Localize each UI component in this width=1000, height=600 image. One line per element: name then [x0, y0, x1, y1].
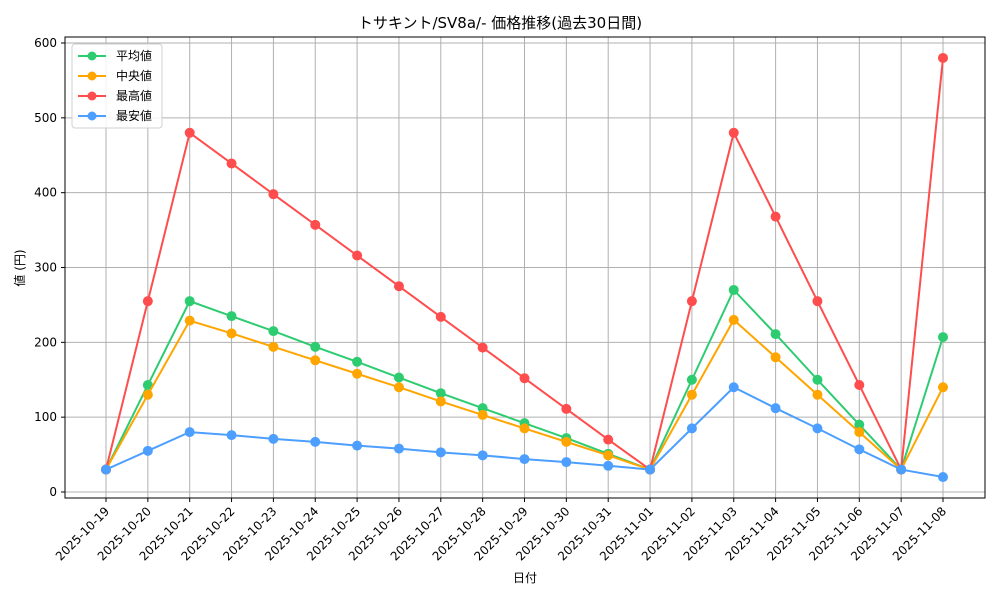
data-point — [519, 423, 530, 434]
legend-label: 中央値 — [116, 68, 152, 83]
legend-label: 平均値 — [116, 48, 152, 63]
data-point — [184, 127, 195, 138]
data-point — [854, 444, 865, 455]
data-point — [854, 379, 865, 390]
x-axis: 2025-10-192025-10-202025-10-212025-10-22… — [53, 498, 949, 563]
data-point — [770, 211, 781, 222]
data-point — [854, 419, 865, 430]
data-point — [142, 296, 153, 307]
data-point — [226, 328, 237, 339]
y-axis-label: 値 (円) — [12, 249, 27, 286]
legend-marker — [87, 51, 97, 61]
chart-title: トサキント/SV8a/- 価格推移(過去30日間) — [358, 14, 642, 32]
legend-label: 最高値 — [116, 88, 152, 103]
data-point — [728, 314, 739, 325]
data-point — [142, 389, 153, 400]
data-point — [854, 427, 865, 438]
data-point — [435, 311, 446, 322]
data-point — [226, 311, 237, 322]
data-point — [561, 457, 572, 468]
data-point — [728, 382, 739, 393]
data-point — [310, 219, 321, 230]
data-point — [352, 250, 363, 261]
legend-box — [71, 43, 163, 129]
series-line — [101, 382, 948, 483]
data-point — [184, 315, 195, 326]
y-tick-label: 200 — [34, 335, 57, 349]
data-point — [686, 374, 697, 385]
data-point — [728, 284, 739, 295]
data-point — [268, 433, 279, 444]
data-point — [896, 464, 907, 475]
data-point — [938, 332, 948, 343]
data-series — [101, 52, 948, 483]
data-point — [812, 389, 823, 400]
data-point — [268, 189, 279, 200]
data-point — [435, 447, 446, 458]
data-point — [938, 382, 948, 393]
data-point — [477, 342, 488, 353]
data-point — [352, 440, 363, 451]
data-point — [226, 430, 237, 441]
data-point — [393, 382, 404, 393]
data-point — [603, 460, 614, 471]
data-point — [393, 443, 404, 454]
data-point — [310, 436, 321, 447]
data-point — [184, 296, 195, 307]
data-point — [310, 341, 321, 352]
data-point — [603, 434, 614, 445]
y-tick-label: 100 — [34, 410, 57, 424]
data-point — [728, 127, 739, 138]
y-tick-label: 300 — [34, 261, 57, 275]
data-point — [645, 464, 656, 475]
data-point — [938, 472, 948, 483]
data-point — [686, 423, 697, 434]
data-point — [268, 326, 279, 337]
grid-lines — [65, 37, 985, 498]
x-axis-label: 日付 — [513, 571, 537, 585]
data-point — [561, 436, 572, 447]
data-point — [686, 389, 697, 400]
data-point — [352, 356, 363, 367]
data-point — [101, 464, 111, 475]
data-point — [561, 403, 572, 414]
data-point — [477, 409, 488, 420]
data-point — [477, 450, 488, 461]
data-point — [938, 52, 948, 63]
y-axis: 0 100 200 300 400 500 600 — [34, 36, 65, 499]
series-line — [101, 314, 948, 475]
data-point — [770, 403, 781, 414]
data-point — [142, 379, 153, 390]
legend-label: 最安値 — [116, 108, 152, 123]
data-point — [603, 450, 614, 461]
data-point — [519, 373, 530, 384]
y-tick-label: 500 — [34, 111, 57, 125]
data-point — [519, 454, 530, 465]
y-tick-label: 600 — [34, 36, 57, 50]
data-point — [435, 396, 446, 407]
data-point — [686, 296, 697, 307]
data-point — [812, 296, 823, 307]
data-point — [435, 388, 446, 399]
y-tick-label: 0 — [49, 485, 57, 499]
data-point — [393, 281, 404, 292]
data-point — [268, 341, 279, 352]
legend-marker — [87, 111, 97, 121]
data-point — [310, 355, 321, 366]
data-point — [812, 374, 823, 385]
data-point — [770, 329, 781, 340]
data-point — [226, 158, 237, 169]
series-line — [101, 52, 948, 475]
legend-marker — [87, 71, 97, 81]
legend-marker — [87, 91, 97, 101]
data-point — [184, 427, 195, 438]
data-point — [770, 352, 781, 363]
data-point — [142, 445, 153, 456]
y-tick-label: 400 — [34, 186, 57, 200]
data-point — [812, 423, 823, 434]
data-point — [352, 368, 363, 379]
data-point — [393, 372, 404, 383]
